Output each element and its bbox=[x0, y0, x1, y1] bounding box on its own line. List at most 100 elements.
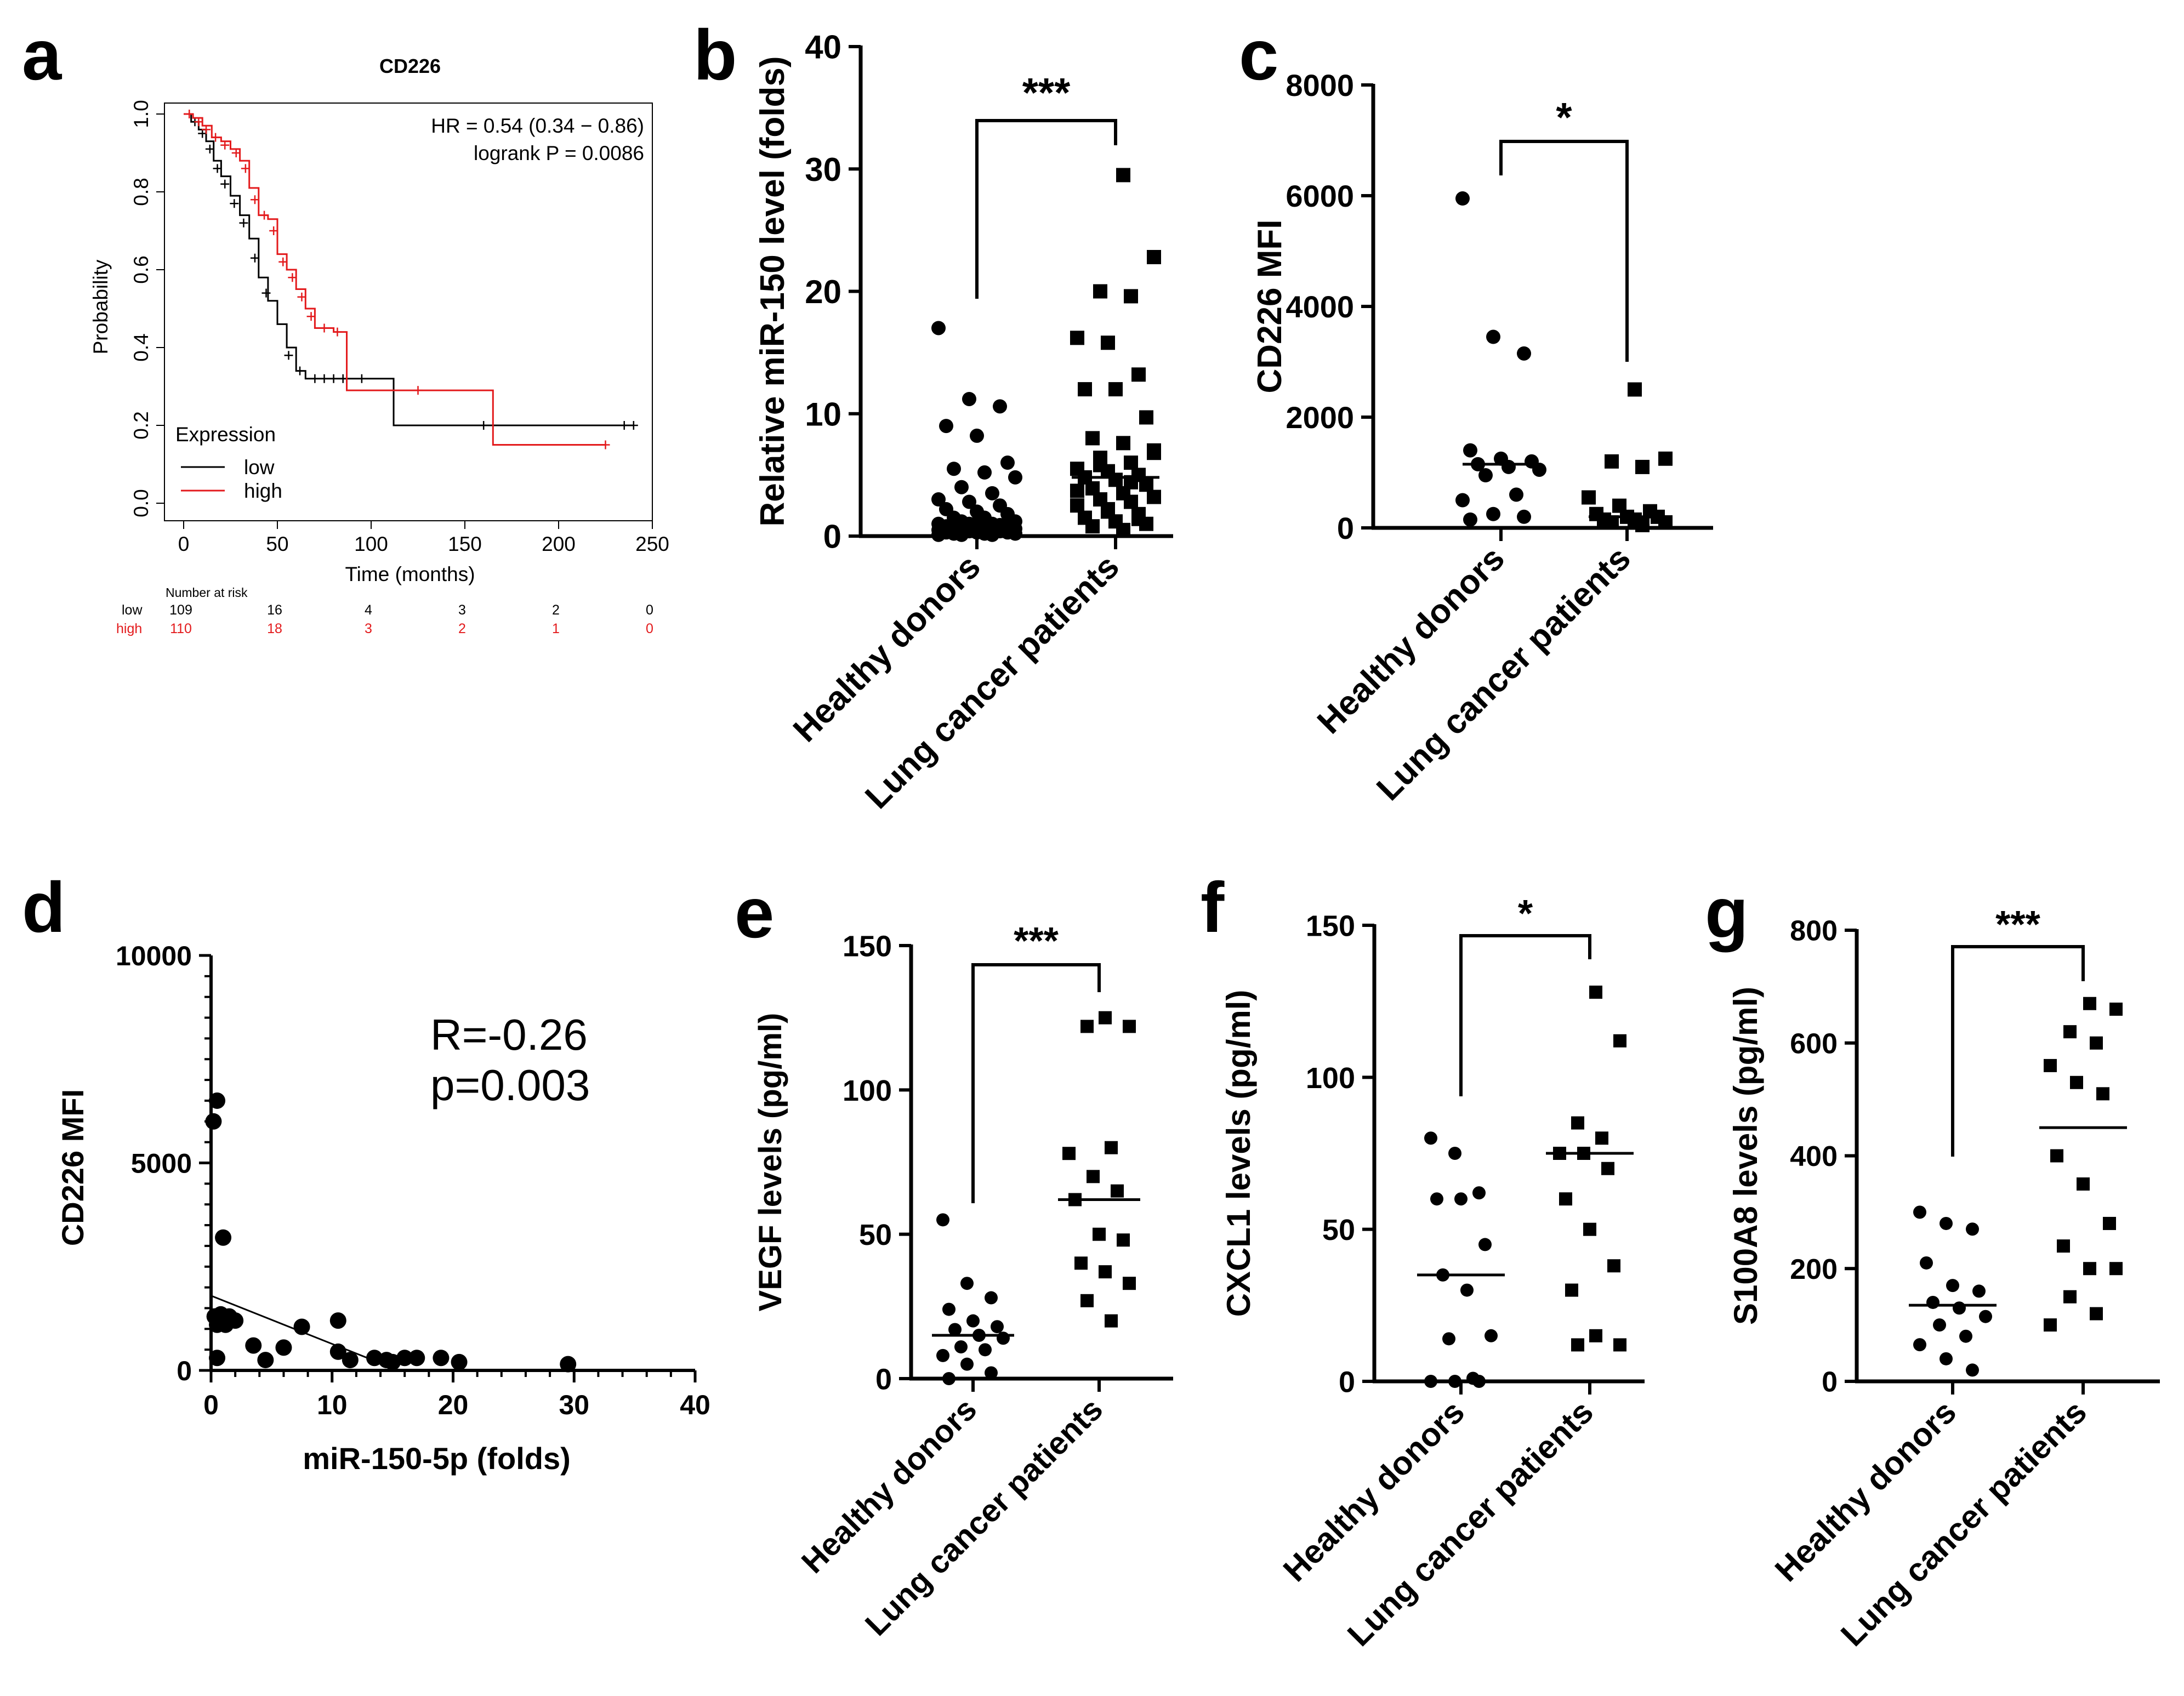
censor-mark-low bbox=[479, 421, 488, 430]
data-point-patient bbox=[1087, 1170, 1100, 1183]
data-point-healthy bbox=[962, 494, 976, 509]
data-point-healthy bbox=[1455, 191, 1470, 206]
data-point-patient bbox=[1124, 289, 1138, 304]
censor-mark-high bbox=[241, 164, 250, 173]
data-point-healthy bbox=[939, 524, 953, 539]
data-point-healthy bbox=[1517, 509, 1531, 524]
data-point-healthy bbox=[1509, 487, 1523, 502]
correlation-scatter: 0 5000 10000 0 10 20 30 40 miR-150-5p (folds) CD2… bbox=[55, 941, 710, 1476]
data-point bbox=[245, 1337, 262, 1354]
x-tick-label: 30 bbox=[559, 1390, 589, 1420]
y-tick-label: 600 bbox=[1790, 1028, 1838, 1060]
category-label: Lung cancer patients bbox=[1834, 1393, 2094, 1653]
data-point-patient bbox=[1070, 498, 1084, 513]
x-tick-label: 150 bbox=[448, 533, 482, 555]
censor-mark-low bbox=[230, 199, 239, 208]
censor-mark-high bbox=[231, 149, 241, 157]
data-point-patient bbox=[1085, 431, 1100, 446]
data-point-healthy bbox=[936, 1213, 949, 1227]
censor-mark-high bbox=[288, 273, 297, 282]
data-point-healthy bbox=[1933, 1318, 1946, 1332]
data-point-patient bbox=[2109, 1262, 2123, 1276]
data-point-healthy bbox=[1913, 1205, 1926, 1219]
data-point-patient bbox=[1074, 1256, 1088, 1270]
data-point-healthy bbox=[1953, 1301, 1966, 1315]
data-point-patient bbox=[2070, 1075, 2083, 1089]
data-point-patient bbox=[1093, 284, 1107, 299]
censor-mark-low bbox=[213, 164, 222, 173]
data-point-patient bbox=[1613, 1338, 1626, 1352]
y-axis-label: Probability bbox=[89, 259, 112, 354]
y-tick-label: 0.6 bbox=[130, 255, 152, 283]
panel-letter-f: f bbox=[1201, 867, 1225, 947]
data-point-patient bbox=[1658, 451, 1673, 466]
data-point-healthy bbox=[947, 462, 961, 476]
data-point-healthy bbox=[985, 486, 999, 500]
data-point-patient bbox=[2103, 1216, 2116, 1230]
data-point bbox=[209, 1350, 226, 1367]
data-point-healthy bbox=[1940, 1216, 1953, 1230]
data-point-healthy bbox=[954, 527, 969, 542]
y-tick-label: 0 bbox=[177, 1356, 192, 1386]
data-point-patient bbox=[1111, 1184, 1124, 1198]
y-tick-label: 10 bbox=[805, 396, 841, 432]
data-point-healthy bbox=[1463, 443, 1477, 458]
censor-mark-high bbox=[194, 117, 203, 127]
censor-mark-high bbox=[202, 125, 211, 134]
data-point-patient bbox=[1085, 519, 1100, 534]
data-point-healthy bbox=[1532, 462, 1546, 477]
data-point-healthy bbox=[1430, 1192, 1443, 1206]
risk-table-value: 110 bbox=[170, 621, 192, 636]
data-point bbox=[293, 1318, 310, 1335]
data-point-patient bbox=[2044, 1058, 2057, 1072]
data-point-healthy bbox=[985, 1291, 998, 1305]
censor-mark-high bbox=[269, 226, 278, 235]
data-point-healthy bbox=[948, 1323, 962, 1336]
data-point-healthy bbox=[997, 1331, 1010, 1345]
y-tick-label: 0 bbox=[1822, 1367, 1838, 1398]
y-tick-label: 50 bbox=[859, 1219, 892, 1251]
data-point-patient bbox=[2050, 1149, 2063, 1163]
category-label: Lung cancer patients bbox=[858, 548, 1127, 816]
x-tick-label: 20 bbox=[438, 1390, 469, 1420]
censor-mark-high bbox=[601, 440, 610, 449]
data-point-healthy bbox=[993, 399, 1007, 414]
data-point-patient bbox=[1124, 494, 1138, 509]
data-point-patient bbox=[1070, 483, 1084, 498]
data-point bbox=[257, 1352, 274, 1369]
data-point-patient bbox=[1565, 1283, 1578, 1297]
censor-mark-high bbox=[260, 210, 269, 220]
risk-row-label-high: high bbox=[116, 621, 142, 636]
data-point-patient bbox=[1582, 490, 1596, 505]
y-tick-label: 0 bbox=[1337, 511, 1354, 545]
x-tick-label: 40 bbox=[680, 1390, 710, 1420]
y-tick-label: 100 bbox=[843, 1074, 892, 1107]
data-point-patient bbox=[1070, 331, 1084, 345]
data-point-healthy bbox=[931, 321, 946, 335]
data-point-healthy bbox=[1959, 1329, 1972, 1343]
data-point bbox=[209, 1092, 226, 1109]
data-point-healthy bbox=[1972, 1284, 1986, 1298]
legend-label-low: low bbox=[244, 456, 275, 479]
x-tick-label: 10 bbox=[317, 1390, 348, 1420]
data-point-healthy bbox=[985, 1366, 998, 1380]
data-point-patient bbox=[1093, 458, 1107, 473]
data-point-patient bbox=[1139, 477, 1153, 492]
censor-mark-low bbox=[198, 129, 207, 138]
censor-mark-low bbox=[338, 374, 348, 383]
data-point-patient bbox=[1123, 1020, 1136, 1033]
data-point-patient bbox=[1123, 1277, 1136, 1290]
risk-table-header: Number at risk bbox=[166, 585, 248, 600]
panel-letter-e: e bbox=[735, 873, 774, 953]
y-tick-label: 150 bbox=[1306, 909, 1355, 942]
data-point-healthy bbox=[1460, 1283, 1474, 1297]
data-point-patient bbox=[1628, 382, 1642, 397]
data-point-patient bbox=[1589, 986, 1602, 999]
data-point bbox=[275, 1339, 292, 1356]
x-tick-label: 0 bbox=[203, 1390, 219, 1420]
significance-stars: * bbox=[1556, 94, 1572, 140]
significance-stars: *** bbox=[1014, 919, 1059, 962]
significance-stars: *** bbox=[1995, 903, 2040, 946]
